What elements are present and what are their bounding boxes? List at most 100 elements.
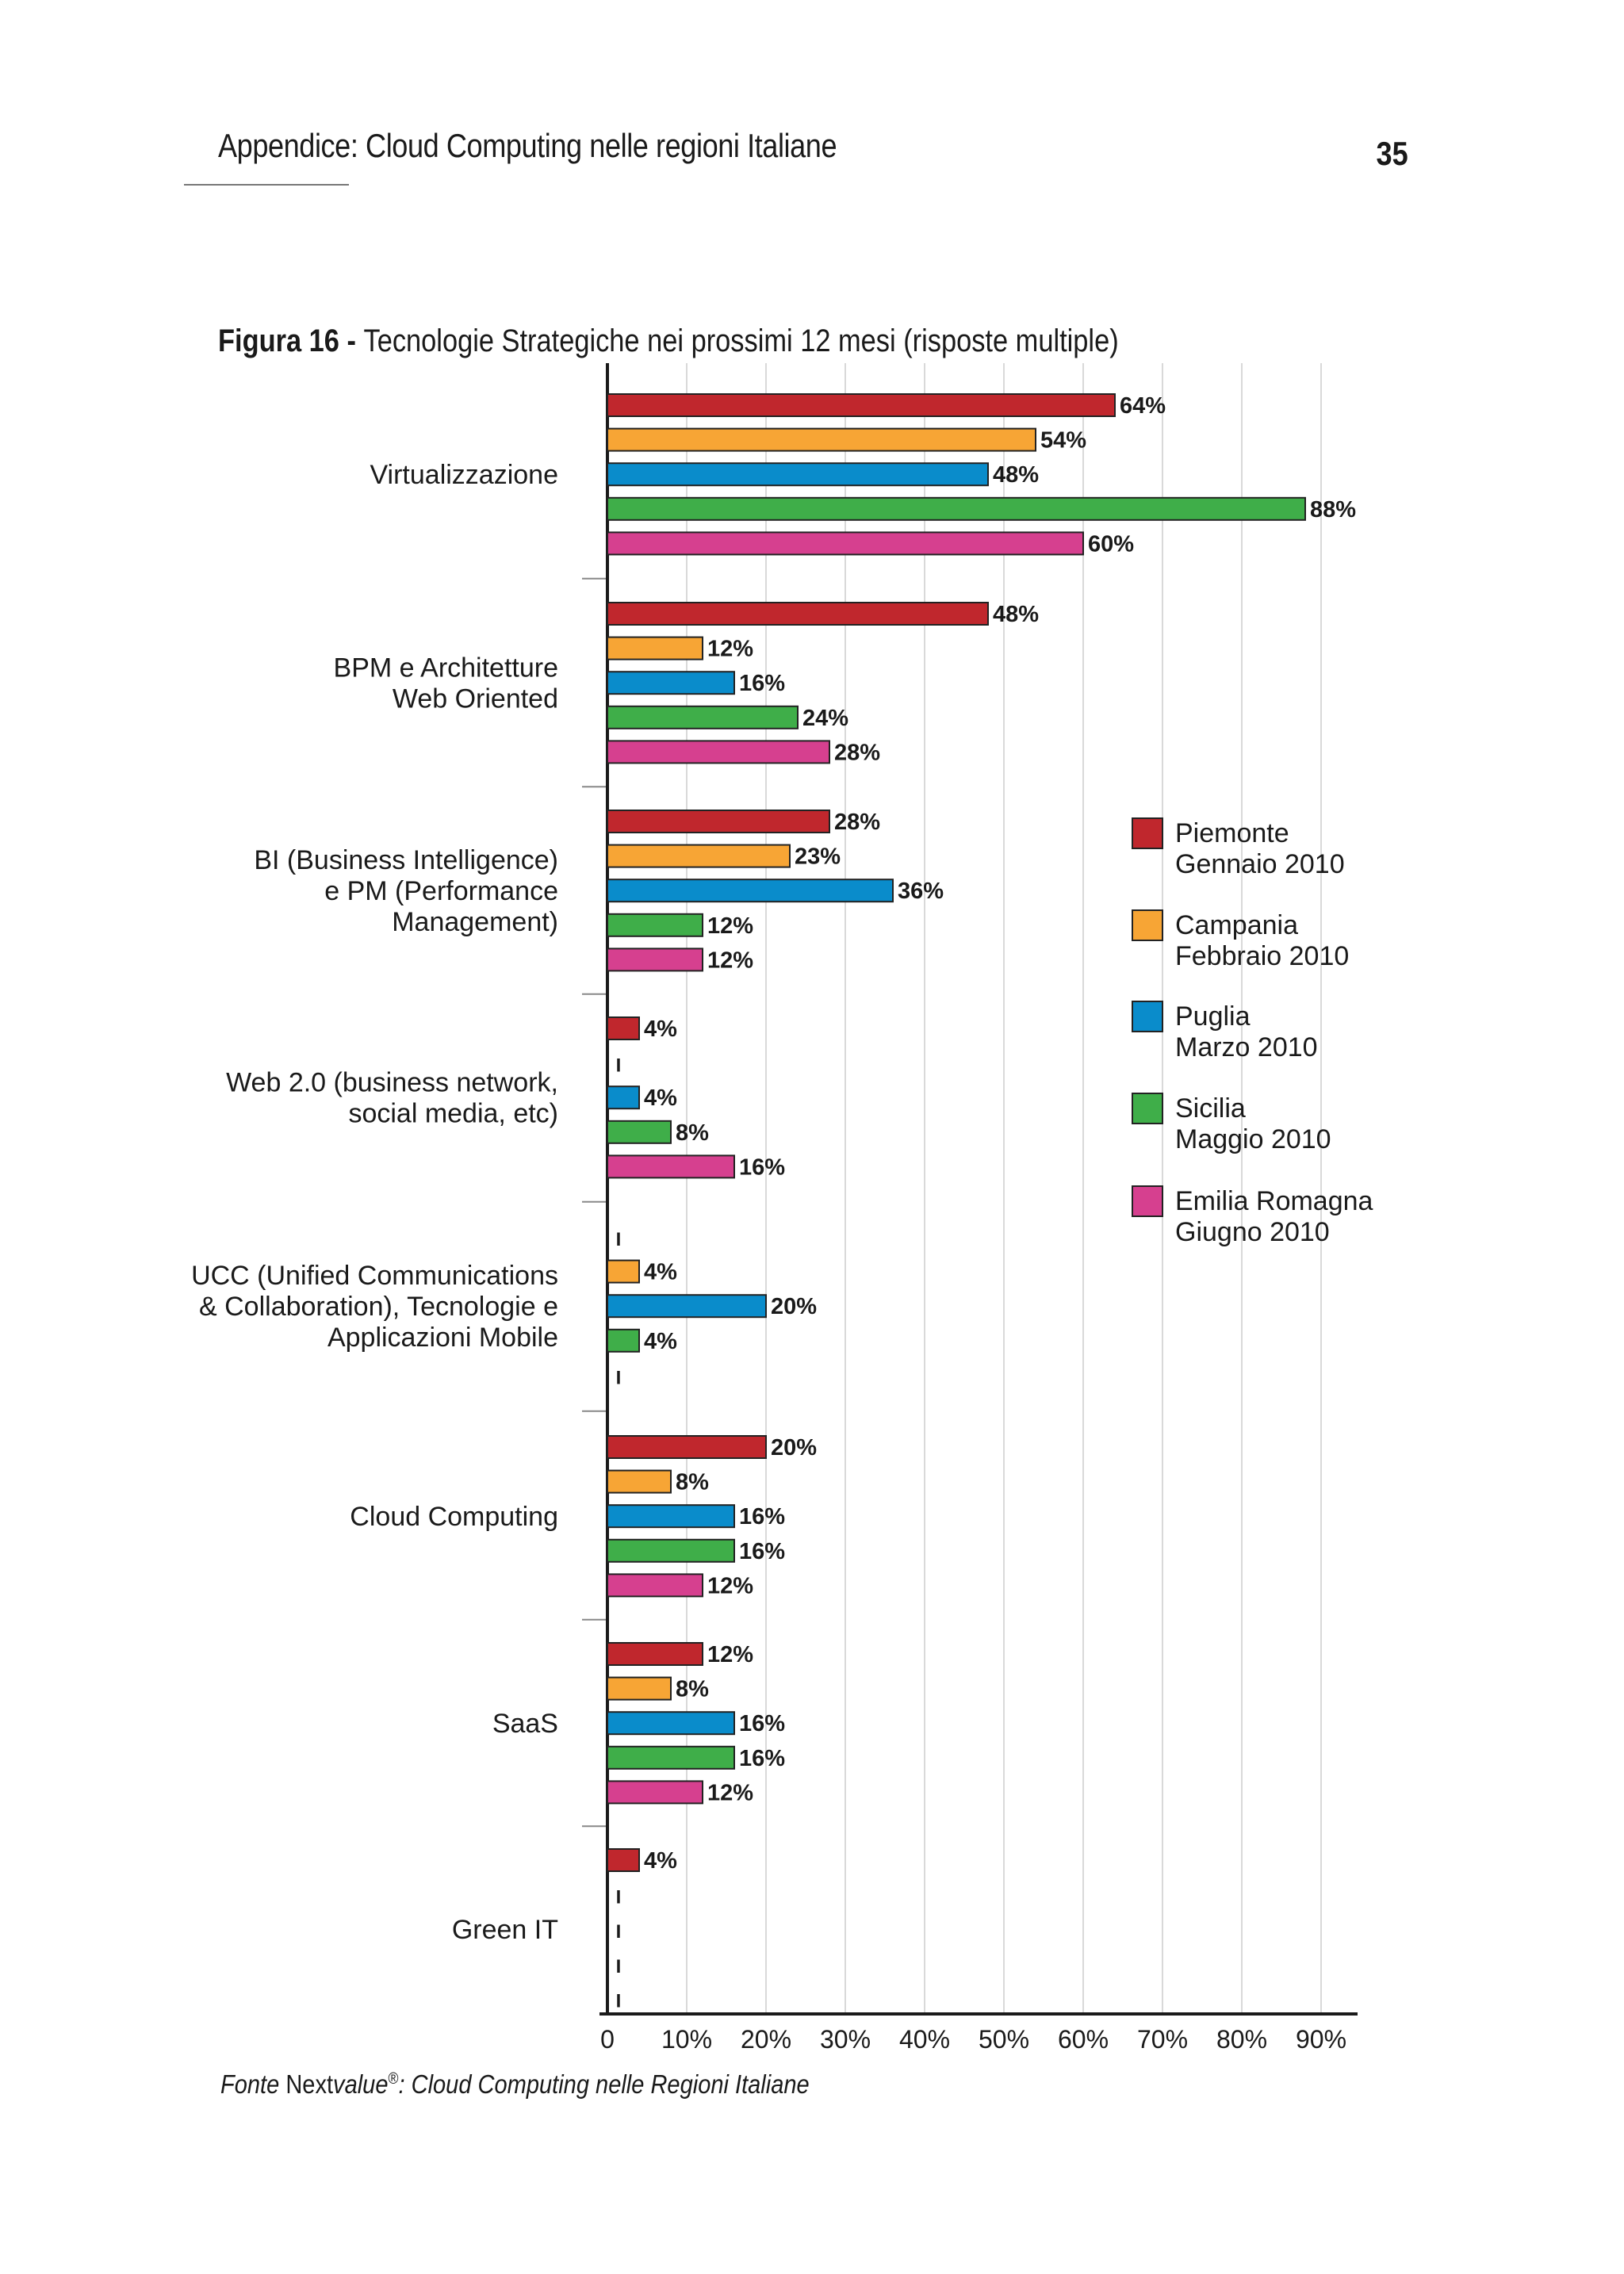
bar	[607, 602, 989, 626]
source-note: Fonte Nextvalue®: Cloud Computing nelle …	[220, 2069, 810, 2100]
bar	[607, 496, 1306, 521]
category-label: UCC (Unified Communications	[191, 1261, 558, 1291]
data-label: 16%	[739, 1746, 785, 1771]
data-label: 12%	[707, 1573, 753, 1598]
bar	[607, 671, 735, 695]
legend-name: Emilia Romagna	[1175, 1186, 1373, 1216]
legend-name: Sicilia	[1175, 1093, 1246, 1124]
category-label: & Collaboration), Tecnologie e	[199, 1292, 558, 1322]
legend-period: Febbraio 2010	[1175, 941, 1349, 971]
legend-name: Piemonte	[1175, 818, 1289, 848]
category-label: Web Oriented	[393, 684, 558, 714]
category-label: Cloud Computing	[350, 1502, 558, 1532]
data-label: 4%	[644, 1260, 677, 1285]
x-tick-label: 10%	[661, 2025, 712, 2054]
bar	[607, 913, 703, 937]
source-rest: : Cloud Computing nelle Regioni Italiane	[398, 2069, 810, 2099]
source-brand-a: Next	[285, 2069, 334, 2099]
bar	[607, 1469, 672, 1494]
legend-swatch	[1132, 909, 1163, 941]
data-label: 16%	[739, 1504, 785, 1529]
zero-marker: I	[616, 1367, 622, 1388]
legend-name: Campania	[1175, 910, 1298, 940]
legend-swatch	[1132, 1185, 1163, 1217]
data-label: 60%	[1088, 531, 1134, 557]
bar	[607, 1154, 735, 1179]
bar	[607, 1016, 640, 1040]
data-label: 4%	[644, 1329, 677, 1354]
x-tick-label: 30%	[820, 2025, 871, 2054]
x-tick-label: 40%	[899, 2025, 950, 2054]
zero-marker: I	[616, 1956, 622, 1977]
data-label: 8%	[676, 1470, 709, 1495]
source-brand-b: value	[333, 2069, 389, 2099]
bar	[607, 1435, 767, 1459]
page-header-title: Appendice: Cloud Computing nelle regioni…	[218, 127, 837, 164]
data-label: 16%	[739, 1154, 785, 1180]
data-label: 48%	[993, 602, 1039, 627]
source-brand: Nextvalue®	[285, 2069, 398, 2099]
bar	[607, 427, 1036, 452]
x-tick-label: 50%	[979, 2025, 1029, 2054]
bar	[607, 1745, 735, 1770]
category-label: Management)	[392, 907, 558, 937]
data-label: 12%	[707, 637, 753, 662]
legend-swatch	[1132, 1001, 1163, 1032]
registered-mark: ®	[388, 2070, 399, 2088]
figure-separator: -	[339, 323, 364, 358]
legend-period: Gennaio 2010	[1175, 849, 1345, 879]
legend-name: Puglia	[1175, 1001, 1251, 1032]
bar	[607, 740, 830, 764]
source-prefix: Fonte	[220, 2069, 286, 2099]
bar	[607, 1328, 640, 1353]
data-label: 23%	[795, 844, 841, 870]
x-tick-label: 60%	[1058, 2025, 1109, 2054]
data-label: 8%	[676, 1677, 709, 1702]
bar	[607, 636, 703, 660]
data-label: 4%	[644, 1085, 677, 1111]
zero-marker: I	[616, 1921, 622, 1943]
bar	[607, 1120, 672, 1144]
x-tick-label: 20%	[741, 2025, 791, 2054]
data-label: 20%	[771, 1294, 817, 1319]
x-tick-label: 80%	[1216, 2025, 1267, 2054]
category-label: SaaS	[492, 1709, 558, 1739]
bar	[607, 393, 1116, 417]
data-label: 12%	[707, 1780, 753, 1805]
bar	[607, 1504, 735, 1529]
bar	[607, 810, 830, 833]
x-tick-label: 90%	[1296, 2025, 1346, 2054]
data-label: 24%	[802, 706, 848, 731]
zero-marker: I	[616, 1055, 622, 1077]
bar	[607, 1259, 640, 1284]
x-tick-label: 0	[600, 2025, 615, 2054]
bar	[607, 1538, 735, 1563]
bar	[607, 879, 894, 903]
bar	[607, 1294, 767, 1319]
data-label: 4%	[644, 1848, 677, 1874]
data-label: 28%	[834, 740, 880, 765]
category-label: social media, etc)	[348, 1099, 558, 1129]
data-label: 16%	[739, 1539, 785, 1564]
bar	[607, 1676, 672, 1701]
category-label: Green IT	[452, 1915, 558, 1945]
category-label: BI (Business Intelligence)	[254, 845, 558, 875]
figure-caption: Tecnologie Strategiche nei prossimi 12 m…	[363, 323, 1119, 358]
bar	[607, 705, 799, 729]
legend-swatch	[1132, 1093, 1163, 1124]
data-label: 8%	[676, 1120, 709, 1146]
data-label: 20%	[771, 1435, 817, 1460]
bar	[607, 1780, 703, 1805]
legend-period: Maggio 2010	[1175, 1124, 1331, 1154]
bar	[607, 1848, 640, 1872]
bar	[607, 844, 791, 868]
bar	[607, 1711, 735, 1736]
bar	[607, 1573, 703, 1598]
data-label: 12%	[707, 948, 753, 973]
bar	[607, 1085, 640, 1110]
category-label: Virtualizzazione	[370, 460, 558, 490]
header-rule	[184, 184, 349, 186]
category-label: BPM e Architetture	[334, 653, 558, 683]
zero-marker: I	[616, 1990, 622, 2012]
